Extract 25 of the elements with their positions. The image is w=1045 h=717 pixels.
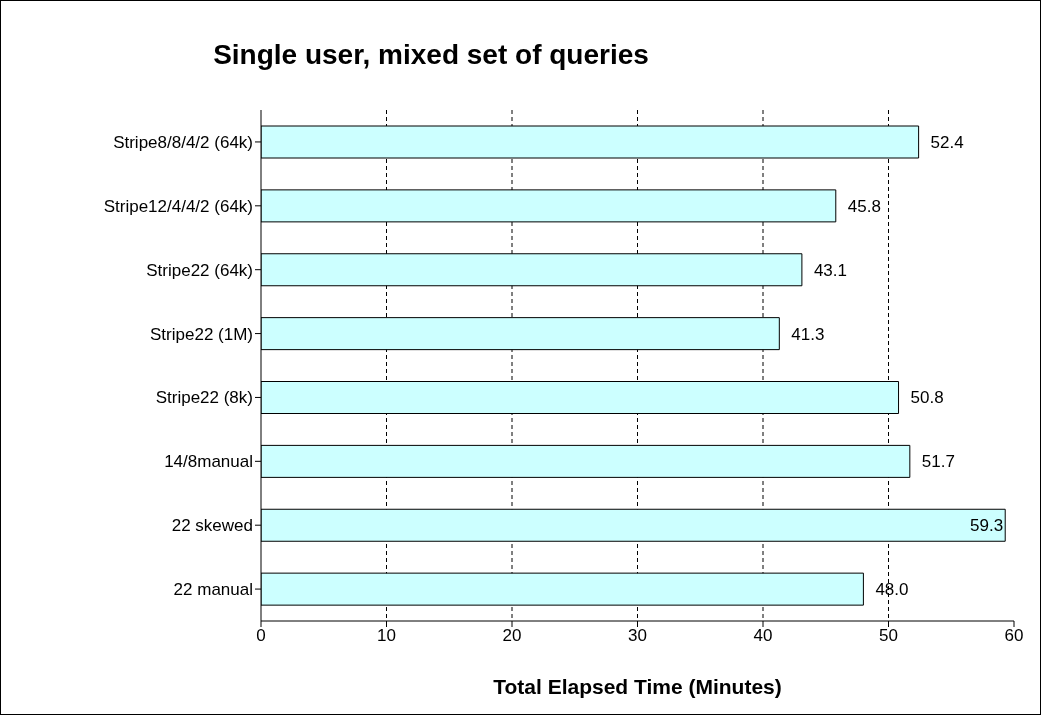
x-tick-label: 0	[256, 626, 266, 646]
data-label: 48.0	[875, 580, 909, 600]
x-tick-label: 50	[879, 626, 898, 646]
data-label: 59.3	[970, 516, 1004, 536]
chart-title: Single user, mixed set of queries	[212, 39, 650, 71]
data-label: 51.7	[921, 452, 955, 472]
x-tick-label: 10	[377, 626, 396, 646]
y-tick-label: 14/8manual	[164, 452, 253, 472]
x-tick-label: 40	[753, 626, 773, 646]
y-tick-label: Stripe22 (8k)	[155, 388, 253, 408]
x-axis-title: Total Elapsed Time (Minutes)	[493, 675, 782, 698]
data-label: 41.3	[791, 324, 825, 344]
x-tick-label: 20	[502, 626, 522, 646]
data-label: 50.8	[910, 388, 944, 408]
data-label: 52.4	[930, 132, 964, 152]
y-tick-label: Stripe22 (64k)	[146, 260, 253, 280]
y-tick-label: 22 manual	[173, 580, 253, 600]
y-tick-label: Stripe8/8/4/2 (64k)	[113, 132, 253, 152]
y-tick-label: Stripe22 (1M)	[150, 324, 253, 344]
x-tick-label: 60	[1004, 626, 1024, 646]
data-label: 43.1	[813, 260, 847, 280]
y-tick-label: Stripe12/4/4/2 (64k)	[103, 196, 253, 216]
x-tick-label: 30	[628, 626, 647, 646]
y-tick-label: 22 skewed	[171, 516, 253, 536]
data-label: 45.8	[847, 196, 881, 216]
